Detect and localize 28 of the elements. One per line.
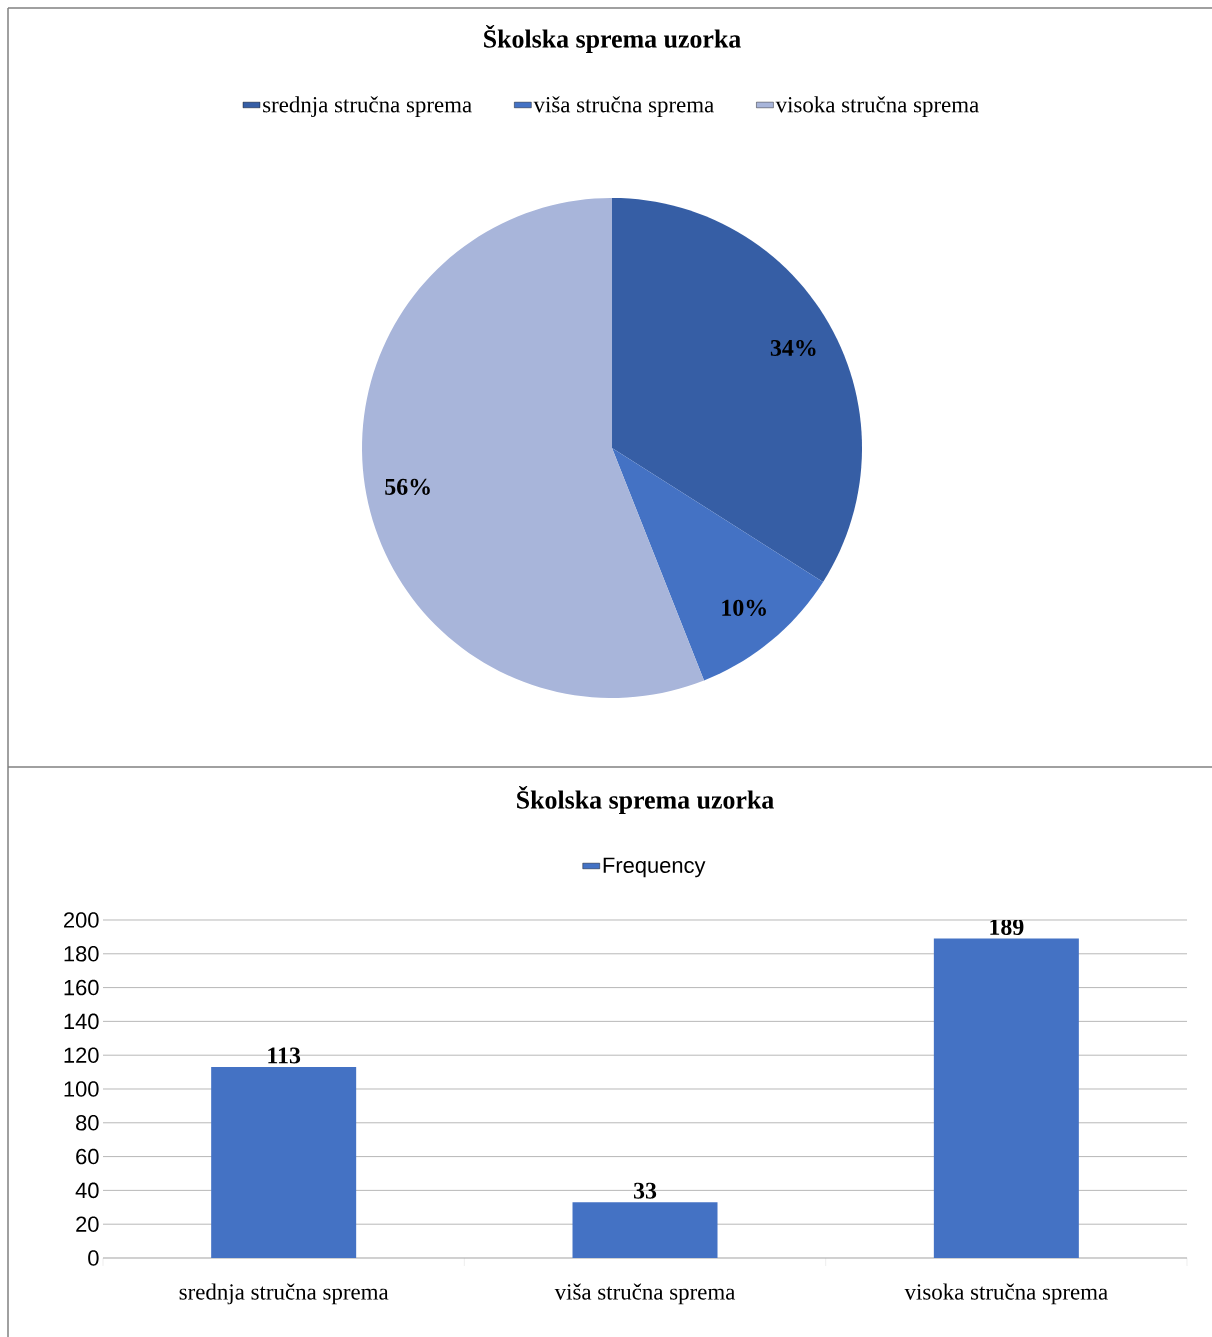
y-tick-label: 200 [64,912,99,928]
data-label: 113 [268,1047,301,1064]
data-label: 34% [770,339,816,357]
bar [572,1202,718,1258]
y-tick-label: 40 [75,1182,99,1199]
legend-label: viša stručna sprema [533,96,714,118]
x-tick-label: viša stručna sprema [554,1283,736,1305]
legend-label: Frequency [603,857,706,878]
data-label: 33 [633,1182,657,1199]
bar [211,1067,357,1258]
chart-title: Školska sprema uzorka [517,786,774,815]
legend-label: srednja stručna sprema [263,96,472,118]
data-label: 56% [385,478,430,495]
y-tick-label: 140 [64,1013,99,1030]
y-tick-label: 60 [76,1148,99,1165]
y-tick-label: 80 [76,1115,99,1131]
x-tick-label: srednja stručna sprema [179,1283,389,1305]
bar [933,938,1079,1258]
data-label: 10% [722,599,766,616]
y-tick-label: 120 [64,1047,99,1063]
y-tick-label: 0 [88,1250,99,1266]
y-tick-label: 160 [64,979,99,996]
chart-title: Školska sprema uzorka [484,24,741,53]
legend-label: visoka stručna sprema [775,96,979,118]
y-tick-label: 20 [76,1216,99,1232]
x-tick-label: visoka stručna sprema [904,1283,1108,1305]
y-tick-label: 180 [64,946,99,962]
y-tick-label: 100 [64,1081,99,1097]
